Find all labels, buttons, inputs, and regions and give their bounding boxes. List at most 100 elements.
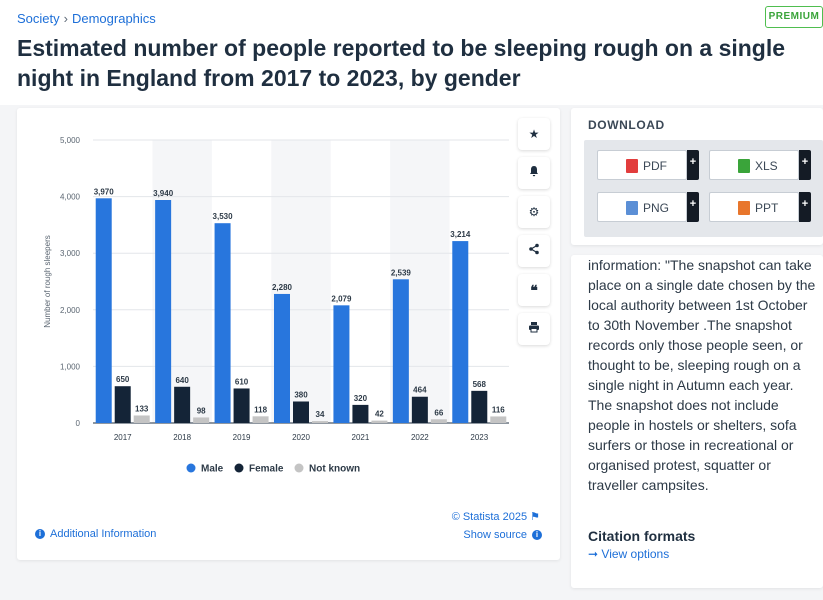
data-label: 650 (116, 375, 130, 384)
premium-badge: PREMIUM (765, 6, 823, 28)
show-source-link[interactable]: Show source i (463, 529, 542, 541)
data-label: 3,214 (450, 230, 471, 239)
y-tick-label: 2,000 (60, 306, 81, 315)
bar-male (155, 199, 172, 423)
pdf-more-button[interactable]: + (687, 150, 699, 180)
data-label: 34 (316, 410, 325, 419)
chart-card: 0 1,000 2,000 3,000 4,000 5,000 Number of roug… (17, 108, 560, 560)
bar-male (392, 279, 409, 423)
info-icon: i (35, 529, 45, 539)
additional-information-label: Additional Information (50, 528, 157, 540)
y-tick-label: 0 (76, 419, 81, 428)
y-tick-label: 1,000 (60, 362, 81, 371)
breadcrumb: Society › Demographics (17, 11, 156, 26)
bar-female (174, 386, 191, 423)
download-xls-button[interactable]: XLS (709, 150, 799, 180)
arrow-right-icon: ➞ (588, 547, 599, 561)
legend-marker (186, 463, 196, 473)
png-label: PNG (643, 201, 670, 215)
settings-button[interactable]: ⚙ (518, 196, 550, 228)
breadcrumb-separator: › (63, 11, 68, 26)
bar-male (452, 241, 469, 423)
data-label: 116 (492, 405, 505, 414)
print-icon (528, 322, 540, 336)
y-tick-label: 4,000 (60, 193, 81, 202)
legend-marker (234, 463, 244, 473)
bar-female (471, 390, 488, 423)
data-label: 66 (434, 408, 443, 417)
breadcrumb-society-link[interactable]: Society (17, 11, 60, 26)
data-label: 98 (197, 406, 206, 415)
share-button[interactable] (518, 235, 550, 267)
bar-not-known (430, 419, 447, 423)
y-tick-label: 3,000 (60, 249, 81, 258)
data-label: 640 (175, 376, 189, 385)
bar-female (352, 404, 369, 423)
download-pdf-button[interactable]: PDF (597, 150, 687, 180)
data-label: 3,530 (213, 212, 234, 221)
bar-female (293, 401, 309, 423)
notification-button[interactable] (518, 157, 550, 189)
y-axis-label: Number of rough sleepers (43, 235, 52, 328)
description-text: information: "The snapshot can take plac… (588, 257, 816, 493)
view-options-label: View options (601, 547, 670, 561)
bar-male (333, 305, 350, 423)
share-icon (528, 243, 540, 258)
legend-marker (294, 463, 304, 473)
data-label: 2,079 (331, 294, 352, 303)
data-label: 118 (254, 405, 267, 414)
show-source-label: Show source (463, 529, 527, 541)
bar-female (114, 386, 131, 423)
description-panel: information: "The snapshot can take plac… (571, 255, 823, 588)
breadcrumb-demographics-link[interactable]: Demographics (71, 11, 156, 26)
y-tick-label: 5,000 (60, 136, 81, 145)
bar-not-known (312, 421, 328, 423)
additional-information-link[interactable]: i Additional Information (35, 528, 156, 540)
view-options-link[interactable]: ➞ View options (588, 547, 669, 561)
data-label: 42 (375, 410, 384, 419)
xls-more-button[interactable]: + (799, 150, 811, 180)
statista-credit[interactable]: © Statista 2025 ⚑ (452, 510, 540, 523)
data-label: 568 (473, 380, 487, 389)
gear-icon: ⚙ (528, 205, 540, 219)
legend-label: Male (201, 464, 224, 475)
credit-text: © Statista 2025 (451, 511, 528, 523)
bar-not-known (193, 417, 210, 423)
bar-not-known (490, 416, 507, 423)
data-label: 2,280 (272, 283, 293, 292)
bar-not-known (252, 416, 269, 423)
xls-label: XLS (755, 159, 778, 173)
x-tick-label: 2023 (470, 433, 488, 442)
download-png-button[interactable]: PNG (597, 192, 687, 222)
png-more-button[interactable]: + (687, 192, 699, 222)
download-options: PDF + XLS + PNG + PPT + (584, 140, 823, 237)
page-title: Estimated number of people reported to b… (17, 35, 786, 91)
print-button[interactable] (518, 313, 550, 345)
legend-label: Female (249, 464, 284, 475)
download-panel: DOWNLOAD PDF + XLS + PNG + PPT + (571, 108, 823, 245)
data-label: 610 (235, 377, 249, 386)
bar-male (214, 223, 231, 423)
cite-button[interactable]: ❝ (518, 274, 550, 306)
x-tick-label: 2017 (114, 433, 132, 442)
quote-icon: ❝ (530, 282, 538, 298)
png-file-icon (626, 201, 638, 215)
star-icon: ★ (528, 127, 540, 141)
data-label: 380 (294, 390, 308, 399)
ppt-file-icon (738, 201, 750, 215)
bar-male (95, 198, 112, 423)
ppt-more-button[interactable]: + (799, 192, 811, 222)
bar-chart: 0 1,000 2,000 3,000 4,000 5,000 Number of roug… (43, 136, 509, 475)
header: Society › Demographics PREMIUM Estimated n… (0, 0, 823, 105)
bar-female (233, 388, 250, 423)
x-tick-label: 2020 (292, 433, 310, 442)
x-tick-label: 2021 (352, 433, 370, 442)
bell-icon (528, 166, 540, 180)
data-label: 320 (354, 394, 368, 403)
favorite-button[interactable]: ★ (518, 118, 550, 150)
bar-not-known (371, 420, 388, 423)
download-ppt-button[interactable]: PPT (709, 192, 799, 222)
legend-label: Not known (309, 464, 360, 475)
data-label: 2,539 (391, 268, 412, 277)
data-label: 133 (135, 404, 149, 413)
